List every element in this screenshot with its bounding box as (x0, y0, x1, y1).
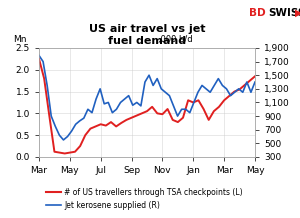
Text: Mn: Mn (13, 35, 27, 44)
Text: ▶: ▶ (295, 8, 300, 18)
Legend: # of US travellers through TSA checkpoints (L), Jet kerosene supplied (R): # of US travellers through TSA checkpoin… (43, 185, 246, 213)
Text: BD: BD (249, 8, 266, 18)
Text: ,000 b/d: ,000 b/d (158, 35, 192, 44)
Title: US air travel vs jet
fuel demand: US air travel vs jet fuel demand (89, 24, 205, 46)
Text: SWISS: SWISS (268, 8, 300, 18)
